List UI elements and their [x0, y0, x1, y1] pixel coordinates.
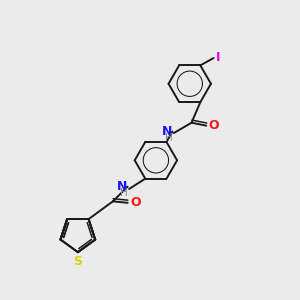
Text: O: O	[208, 119, 219, 132]
Text: H: H	[120, 188, 127, 198]
Text: I: I	[216, 51, 220, 64]
Polygon shape	[61, 219, 95, 252]
Text: N: N	[117, 180, 128, 193]
Text: O: O	[130, 196, 141, 209]
Text: H: H	[165, 133, 172, 143]
Text: N: N	[162, 125, 172, 138]
Polygon shape	[61, 219, 95, 252]
Text: S: S	[74, 254, 82, 268]
